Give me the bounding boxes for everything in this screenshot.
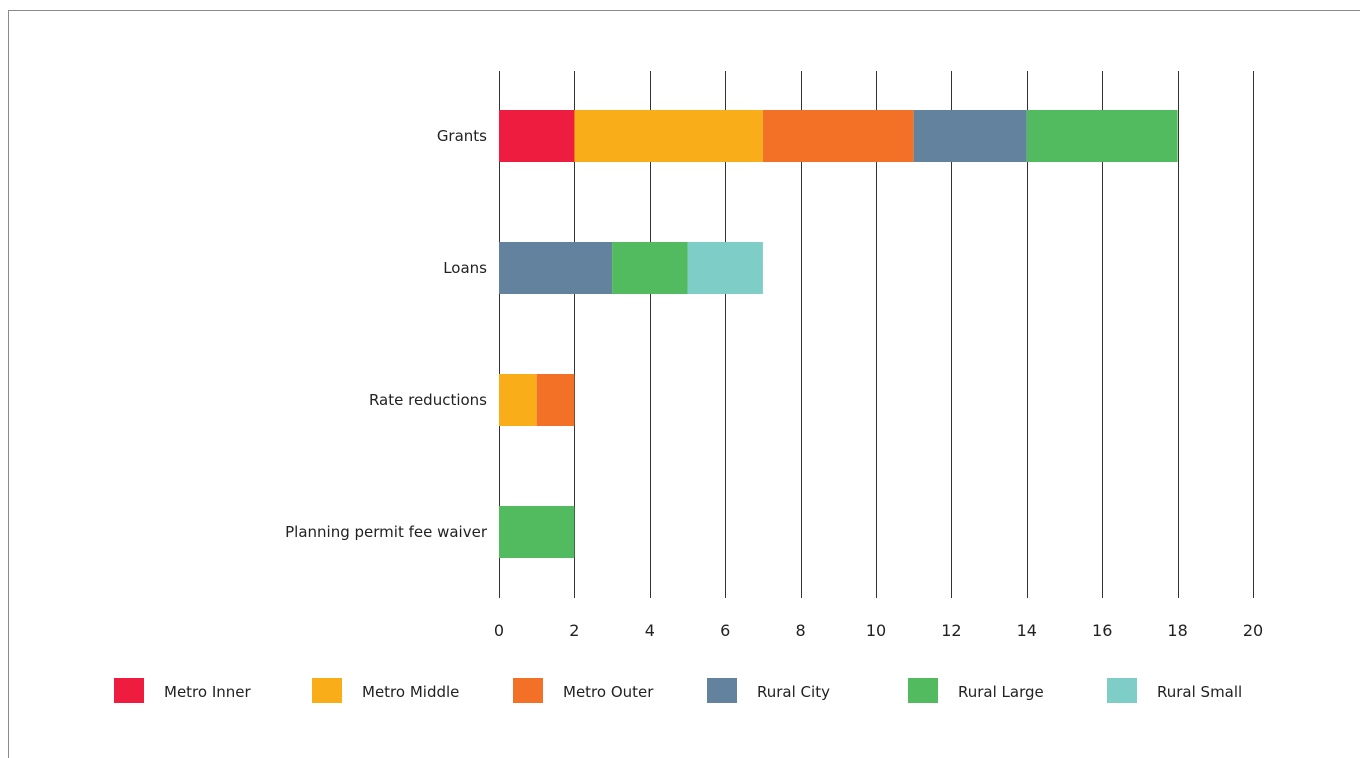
chart-frame [8,10,1360,758]
legend-swatch-metro-inner [114,678,144,703]
bar-grants-metro-outer [762,110,914,162]
x-tick-label-10: 10 [866,621,886,640]
legend-label-rural-small: Rural Small [1157,683,1242,701]
bar-grants-rural-city [913,110,1027,162]
legend-swatch-metro-outer [513,678,543,703]
x-tick-label-6: 6 [720,621,730,640]
bar-planning-permit-fee-waiver-rural-large [499,506,575,558]
legend-label-rural-large: Rural Large [958,683,1044,701]
category-label-loans: Loans [443,259,487,277]
x-tick-label-8: 8 [796,621,806,640]
bar-rate-reductions-metro-middle [499,374,537,426]
legend-swatch-rural-city [707,678,737,703]
legend-label-rural-city: Rural City [757,683,830,701]
bar-loans-rural-small [687,242,763,294]
bar-grants-rural-large [1026,110,1178,162]
legend-swatch-rural-small [1107,678,1137,703]
bar-grants-metro-inner [499,110,575,162]
x-tick-label-0: 0 [494,621,504,640]
bar-loans-rural-large [612,242,688,294]
category-label-planning-permit-fee-waiver: Planning permit fee waiver [285,523,488,541]
category-label-grants: Grants [437,127,487,145]
x-tick-label-12: 12 [941,621,961,640]
x-tick-label-2: 2 [569,621,579,640]
bar-rate-reductions-metro-outer [536,374,575,426]
legend-label-metro-inner: Metro Inner [164,683,252,701]
x-tick-label-16: 16 [1092,621,1112,640]
x-tick-label-14: 14 [1017,621,1037,640]
x-tick-label-18: 18 [1167,621,1187,640]
bar-grants-metro-middle [574,110,763,162]
x-tick-label-4: 4 [645,621,655,640]
legend-label-metro-outer: Metro Outer [563,683,654,701]
legend-label-metro-middle: Metro Middle [362,683,459,701]
x-tick-label-20: 20 [1243,621,1263,640]
category-label-rate-reductions: Rate reductions [369,391,487,409]
bar-loans-rural-city [499,242,613,294]
legend-swatch-metro-middle [312,678,342,703]
legend-swatch-rural-large [908,678,938,703]
